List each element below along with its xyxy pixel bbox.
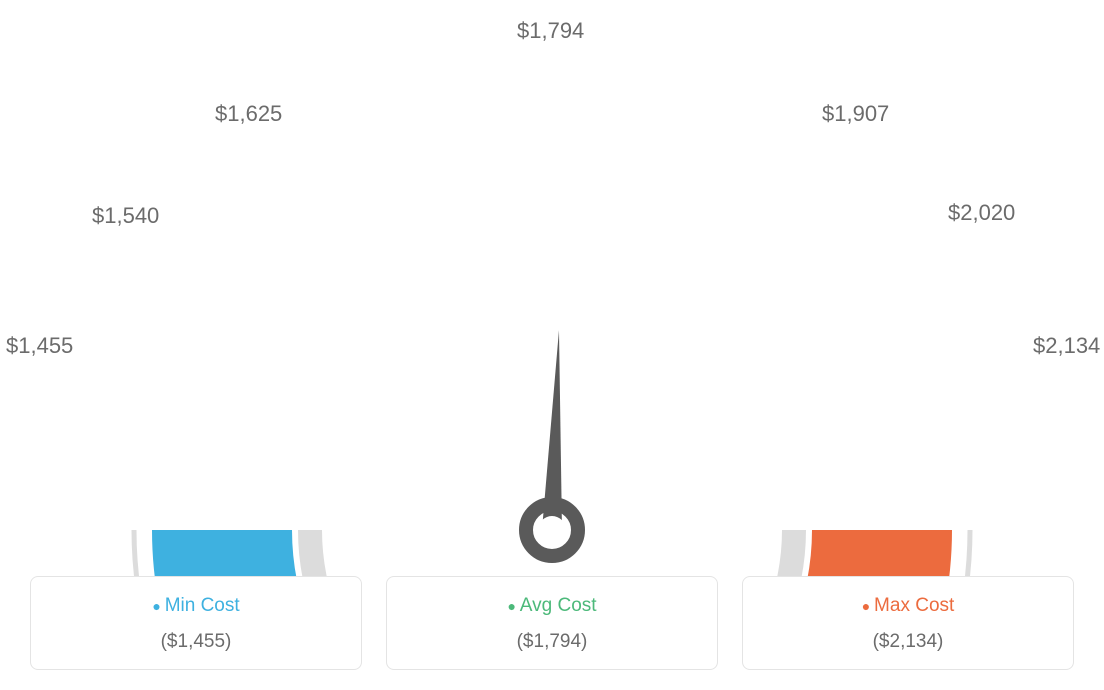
scale-label-2: $1,625: [215, 101, 282, 127]
summary-cards: Min Cost ($1,455) Avg Cost ($1,794) Max …: [30, 576, 1074, 670]
scale-label-1: $1,540: [92, 203, 159, 229]
avg-cost-card: Avg Cost ($1,794): [386, 576, 718, 670]
max-cost-value: ($2,134): [743, 631, 1073, 653]
min-cost-value: ($1,455): [31, 631, 361, 653]
scale-label-6: $2,134: [1033, 333, 1100, 359]
gauge-svg: [52, 50, 1052, 590]
scale-label-0: $1,455: [6, 333, 73, 359]
avg-cost-value: ($1,794): [387, 631, 717, 653]
avg-cost-title: Avg Cost: [387, 595, 717, 617]
gauge-area: $1,455 $1,540 $1,625 $1,794 $1,907 $2,02…: [0, 10, 1104, 560]
gauge-chart-container: $1,455 $1,540 $1,625 $1,794 $1,907 $2,02…: [0, 0, 1104, 690]
scale-label-3: $1,794: [517, 18, 584, 44]
max-cost-card: Max Cost ($2,134): [742, 576, 1074, 670]
min-cost-title: Min Cost: [31, 595, 361, 617]
max-cost-title: Max Cost: [743, 595, 1073, 617]
min-cost-card: Min Cost ($1,455): [30, 576, 362, 670]
scale-label-4: $1,907: [822, 101, 889, 127]
scale-label-5: $2,020: [948, 200, 1015, 226]
